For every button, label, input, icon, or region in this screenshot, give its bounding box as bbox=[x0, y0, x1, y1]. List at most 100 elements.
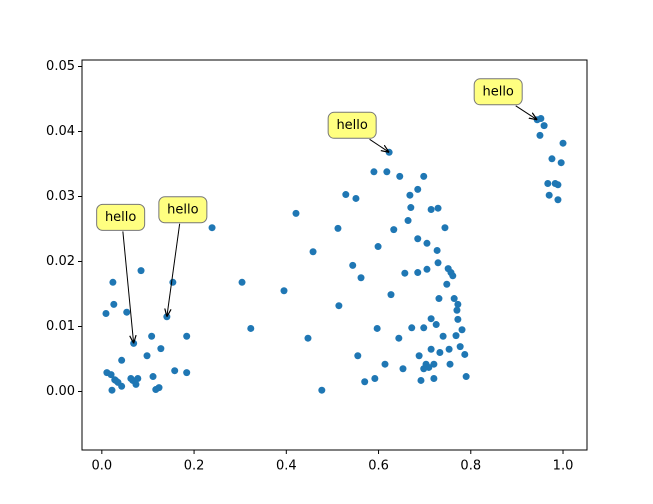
point bbox=[123, 308, 131, 316]
point bbox=[434, 204, 442, 212]
point bbox=[462, 373, 470, 381]
annotation-box bbox=[96, 203, 146, 231]
point bbox=[415, 352, 423, 360]
point bbox=[149, 373, 157, 381]
point bbox=[373, 324, 381, 332]
point bbox=[449, 272, 457, 280]
point bbox=[387, 291, 395, 299]
annotation-box bbox=[158, 196, 208, 224]
point bbox=[304, 334, 312, 342]
point bbox=[434, 259, 442, 267]
point bbox=[430, 360, 438, 368]
point bbox=[396, 172, 404, 180]
point bbox=[554, 181, 562, 189]
point bbox=[458, 326, 466, 334]
y-tick-label: 0.03 bbox=[46, 189, 75, 204]
point bbox=[374, 243, 382, 251]
point bbox=[132, 380, 140, 388]
point bbox=[127, 375, 135, 382]
x-tick-label: 0.4 bbox=[276, 459, 297, 474]
point bbox=[540, 122, 548, 130]
point bbox=[430, 375, 438, 382]
point bbox=[280, 287, 288, 295]
point bbox=[110, 300, 118, 308]
point bbox=[436, 349, 444, 356]
point bbox=[238, 278, 246, 286]
x-tick-label: 0.2 bbox=[184, 459, 205, 474]
point bbox=[427, 206, 435, 213]
point bbox=[357, 274, 365, 282]
point bbox=[450, 295, 458, 303]
point bbox=[454, 300, 462, 308]
point bbox=[407, 204, 415, 212]
point bbox=[309, 248, 317, 256]
point bbox=[108, 386, 116, 394]
point bbox=[208, 224, 216, 232]
point bbox=[417, 376, 425, 384]
point bbox=[401, 269, 409, 277]
point bbox=[292, 209, 300, 217]
point bbox=[334, 224, 342, 232]
point bbox=[171, 367, 179, 375]
point bbox=[544, 180, 552, 187]
point bbox=[335, 302, 343, 310]
point bbox=[352, 194, 360, 202]
point bbox=[545, 191, 553, 199]
point bbox=[137, 267, 145, 275]
point bbox=[361, 378, 369, 386]
point bbox=[423, 265, 431, 273]
point bbox=[349, 261, 357, 269]
y-tick-label: 0.02 bbox=[46, 254, 75, 269]
point bbox=[118, 356, 126, 364]
point bbox=[148, 332, 156, 340]
point bbox=[433, 246, 441, 254]
point bbox=[155, 384, 163, 392]
x-tick-label: 1.0 bbox=[553, 459, 574, 474]
point bbox=[118, 382, 126, 390]
point bbox=[456, 343, 464, 351]
annotation-text: hello bbox=[482, 84, 513, 99]
point bbox=[342, 191, 350, 199]
point bbox=[381, 360, 389, 368]
point bbox=[446, 360, 454, 368]
annotation-text: hello bbox=[167, 202, 198, 217]
x-tick-label: 0.0 bbox=[91, 459, 112, 474]
point bbox=[109, 278, 117, 286]
point bbox=[443, 280, 451, 288]
x-tick-label: 0.6 bbox=[368, 459, 389, 474]
point bbox=[183, 369, 191, 377]
point bbox=[102, 310, 110, 317]
x-tick-label: 0.8 bbox=[460, 459, 481, 474]
point bbox=[453, 306, 461, 314]
point bbox=[420, 172, 428, 180]
point bbox=[390, 226, 398, 234]
point bbox=[169, 278, 177, 286]
point bbox=[454, 315, 462, 323]
point bbox=[134, 375, 142, 382]
point bbox=[557, 159, 565, 167]
annotation-arrow bbox=[122, 231, 134, 343]
point bbox=[536, 131, 544, 139]
y-tick-label: 0.04 bbox=[46, 124, 75, 139]
point bbox=[404, 217, 412, 225]
point bbox=[548, 155, 556, 163]
point bbox=[423, 239, 431, 247]
point bbox=[112, 376, 120, 384]
annotation-arrow bbox=[167, 223, 181, 317]
point bbox=[427, 345, 435, 353]
point bbox=[435, 295, 443, 303]
point bbox=[420, 324, 428, 332]
point bbox=[371, 375, 379, 382]
point bbox=[247, 324, 255, 332]
point bbox=[420, 365, 428, 373]
point bbox=[461, 350, 469, 358]
point bbox=[143, 352, 151, 360]
point bbox=[354, 352, 362, 360]
point bbox=[439, 332, 447, 340]
annotation-arrow bbox=[369, 138, 390, 152]
point bbox=[107, 371, 115, 379]
point bbox=[157, 345, 165, 353]
annotation-text: hello bbox=[336, 118, 367, 133]
point bbox=[432, 321, 440, 329]
